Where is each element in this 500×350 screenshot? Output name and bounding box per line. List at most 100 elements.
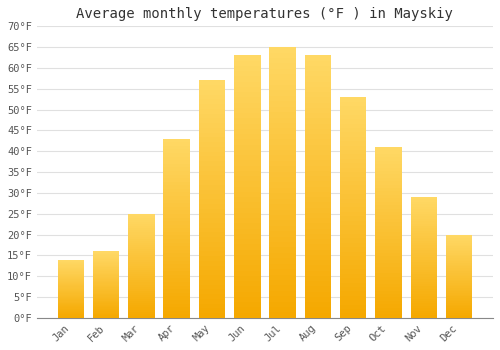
Bar (446, 303, 472, 304)
Bar (198, 228, 225, 232)
Bar (340, 269, 366, 274)
Bar (446, 234, 472, 236)
Bar (446, 274, 472, 276)
Bar (270, 231, 296, 237)
Bar (375, 246, 402, 250)
Bar (270, 269, 296, 274)
Bar (58, 304, 84, 305)
Bar (93, 283, 120, 285)
Bar (446, 251, 472, 253)
Bar (304, 181, 331, 187)
Bar (128, 264, 154, 266)
Bar (270, 139, 296, 145)
Bar (446, 280, 472, 281)
Bar (93, 314, 120, 315)
Bar (58, 300, 84, 302)
Bar (58, 292, 84, 293)
Bar (340, 208, 366, 212)
Bar (93, 258, 120, 259)
Bar (446, 313, 472, 315)
Bar (93, 275, 120, 276)
Bar (446, 311, 472, 313)
Bar (446, 276, 472, 278)
Bar (375, 158, 402, 161)
Bar (93, 259, 120, 260)
Bar (375, 205, 402, 209)
Bar (304, 71, 331, 76)
Bar (410, 202, 437, 204)
Bar (93, 253, 120, 254)
Bar (164, 225, 190, 228)
Bar (234, 265, 260, 271)
Bar (270, 90, 296, 96)
Bar (375, 168, 402, 171)
Bar (128, 289, 154, 291)
Bar (128, 293, 154, 295)
Bar (58, 284, 84, 285)
Bar (58, 312, 84, 313)
Bar (198, 142, 225, 147)
Bar (446, 254, 472, 256)
Bar (340, 124, 366, 128)
Bar (446, 286, 472, 288)
Bar (93, 274, 120, 275)
Bar (198, 133, 225, 138)
Bar (93, 315, 120, 316)
Bar (375, 178, 402, 181)
Bar (446, 281, 472, 283)
Bar (234, 223, 260, 229)
Bar (304, 150, 331, 155)
Bar (234, 292, 260, 297)
Bar (375, 181, 402, 185)
Title: Average monthly temperatures (°F ) in Mayskiy: Average monthly temperatures (°F ) in Ma… (76, 7, 454, 21)
Bar (164, 246, 190, 250)
Bar (164, 153, 190, 157)
Bar (234, 76, 260, 82)
Bar (198, 166, 225, 171)
Bar (375, 267, 402, 270)
Bar (375, 150, 402, 154)
Bar (164, 236, 190, 239)
Bar (93, 260, 120, 262)
Bar (58, 261, 84, 262)
Bar (446, 241, 472, 243)
Bar (446, 309, 472, 311)
Bar (234, 213, 260, 218)
Bar (234, 281, 260, 286)
Bar (93, 303, 120, 304)
Bar (128, 249, 154, 251)
Bar (198, 261, 225, 266)
Bar (93, 281, 120, 282)
Bar (164, 149, 190, 153)
Bar (410, 272, 437, 274)
Bar (58, 278, 84, 279)
Bar (270, 258, 296, 264)
Bar (198, 271, 225, 275)
Bar (270, 52, 296, 58)
Bar (270, 145, 296, 150)
Bar (446, 266, 472, 268)
Bar (198, 218, 225, 223)
Bar (270, 118, 296, 123)
Bar (340, 287, 366, 291)
Bar (128, 307, 154, 309)
Bar (164, 203, 190, 207)
Bar (93, 311, 120, 313)
Bar (410, 303, 437, 306)
Bar (58, 293, 84, 295)
Bar (164, 196, 190, 200)
Bar (198, 194, 225, 199)
Bar (164, 271, 190, 275)
Bar (270, 285, 296, 291)
Bar (128, 303, 154, 305)
Bar (164, 232, 190, 236)
Bar (304, 129, 331, 134)
Bar (164, 189, 190, 192)
Bar (375, 161, 402, 164)
Bar (164, 303, 190, 307)
Bar (198, 285, 225, 289)
Bar (270, 79, 296, 85)
Bar (198, 118, 225, 123)
Bar (93, 267, 120, 268)
Bar (446, 260, 472, 261)
